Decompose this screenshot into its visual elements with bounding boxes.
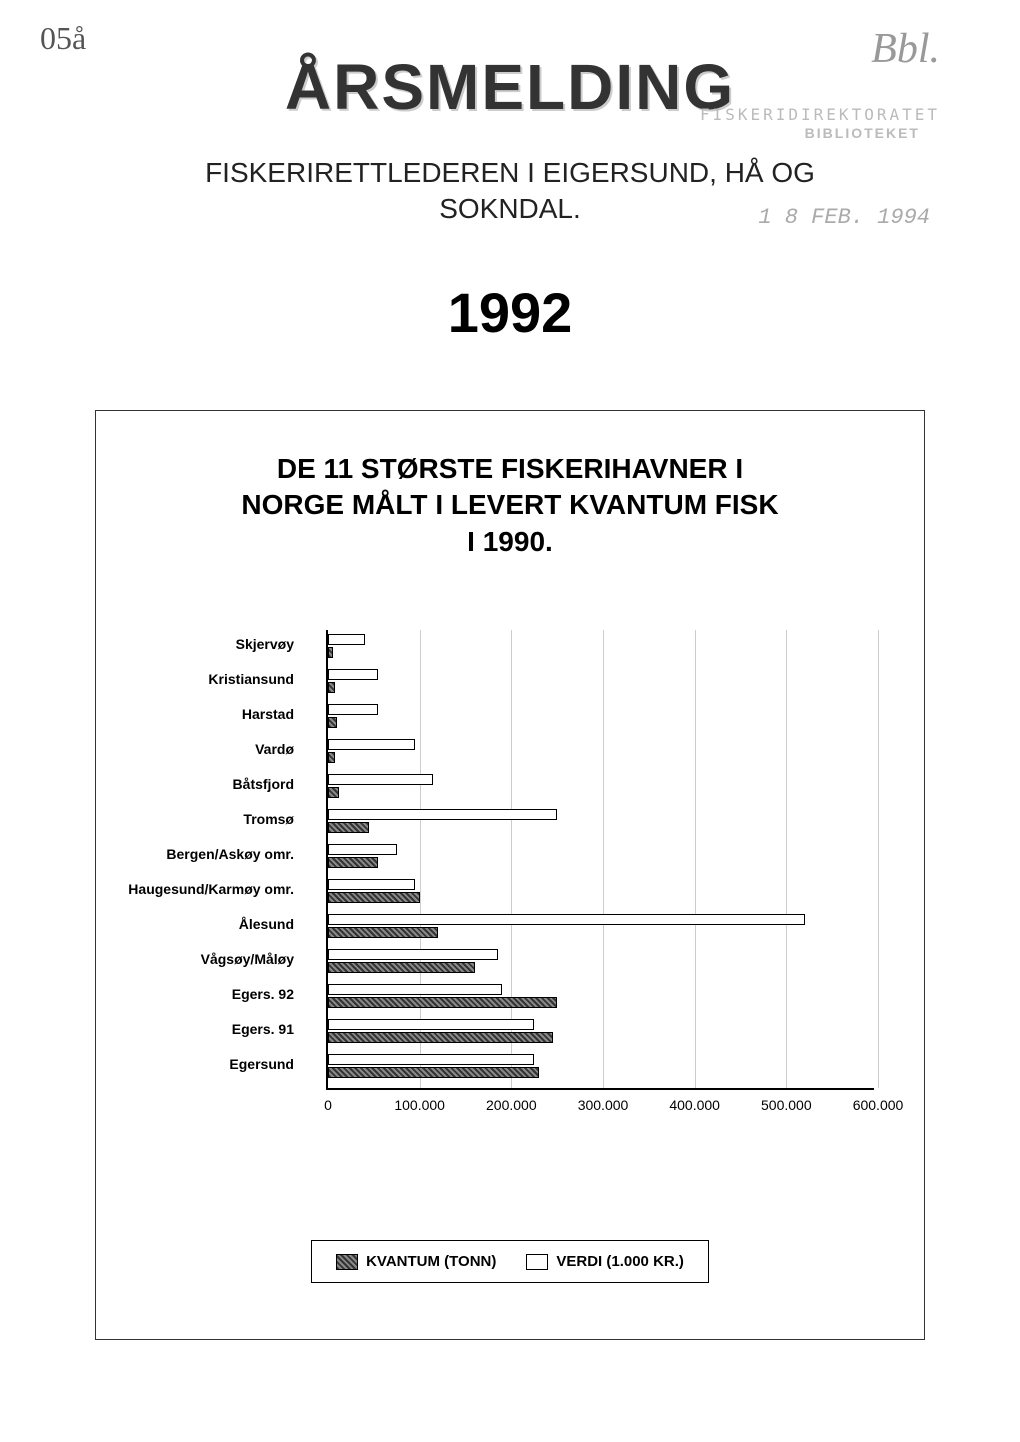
chart-title-line2: NORGE MÅLT I LEVERT KVANTUM FISK (241, 489, 778, 520)
stamp-direktoratet: FISKERIDIREKTORATET (700, 105, 940, 124)
stamp-biblioteket: BIBLIOTEKET (805, 125, 920, 141)
bar-kvantum (328, 752, 335, 763)
bar-row (328, 1052, 539, 1080)
bar-verdi (328, 914, 805, 925)
gridline (695, 630, 696, 1088)
date-stamp: 1 8 FEB. 1994 (758, 205, 930, 230)
bar-verdi (328, 949, 498, 960)
bar-row (328, 982, 557, 1010)
y-axis-label: Skjervøy (94, 636, 294, 652)
bar-row (328, 842, 397, 870)
bar-verdi (328, 1019, 534, 1030)
bar-verdi (328, 669, 378, 680)
chart-title-line3: I 1990. (467, 526, 553, 557)
legend-item-verdi: VERDI (1.000 KR.) (526, 1253, 684, 1270)
bar-row (328, 632, 365, 660)
bar-verdi (328, 704, 378, 715)
y-axis-label: Ålesund (94, 916, 294, 932)
chart-area: 0100.000200.000300.000400.000500.000600.… (126, 630, 894, 1150)
x-axis-label: 400.000 (669, 1097, 720, 1113)
bar-row (328, 772, 433, 800)
bar-row (328, 912, 805, 940)
bar-kvantum (328, 647, 333, 658)
subtitle-line1: FISKERIRETTLEDEREN I EIGERSUND, HÅ OG (205, 157, 815, 188)
x-axis-label: 200.000 (486, 1097, 537, 1113)
bar-kvantum (328, 787, 339, 798)
x-axis-label: 500.000 (761, 1097, 812, 1113)
legend-swatch-verdi (526, 1254, 548, 1270)
y-axis-label: Vardø (94, 741, 294, 757)
bar-row (328, 737, 415, 765)
bar-row (328, 807, 557, 835)
y-axis-label: Kristiansund (94, 671, 294, 687)
y-axis-label: Tromsø (94, 811, 294, 827)
bar-kvantum (328, 717, 337, 728)
chart-legend: KVANTUM (TONN) VERDI (1.000 KR.) (311, 1240, 709, 1283)
y-axis-label: Egersund (94, 1056, 294, 1072)
chart-title: DE 11 STØRSTE FISKERIHAVNER I NORGE MÅLT… (126, 451, 894, 560)
handwritten-annotation-topleft: 05å (40, 20, 86, 57)
y-axis-label: Bergen/Askøy omr. (94, 846, 294, 862)
x-axis-label: 300.000 (578, 1097, 629, 1113)
chart-plot: 0100.000200.000300.000400.000500.000600.… (326, 630, 874, 1090)
bar-verdi (328, 879, 415, 890)
y-axis-label: Haugesund/Karmøy omr. (94, 881, 294, 897)
bar-kvantum (328, 857, 378, 868)
y-axis-label: Egers. 91 (94, 1021, 294, 1037)
x-axis-label: 0 (324, 1097, 332, 1113)
y-axis-label: Båtsfjord (94, 776, 294, 792)
bar-kvantum (328, 962, 475, 973)
bar-verdi (328, 739, 415, 750)
year-heading: 1992 (448, 280, 573, 345)
bar-verdi (328, 774, 433, 785)
bar-kvantum (328, 892, 420, 903)
x-axis-label: 100.000 (394, 1097, 445, 1113)
bar-row (328, 877, 420, 905)
bar-kvantum (328, 822, 369, 833)
bar-verdi (328, 634, 365, 645)
x-axis-label: 600.000 (853, 1097, 904, 1113)
bar-row (328, 667, 378, 695)
legend-swatch-kvantum (336, 1254, 358, 1270)
chart-title-line1: DE 11 STØRSTE FISKERIHAVNER I (277, 453, 743, 484)
legend-item-kvantum: KVANTUM (TONN) (336, 1253, 496, 1270)
gridline (878, 630, 879, 1088)
chart-container: DE 11 STØRSTE FISKERIHAVNER I NORGE MÅLT… (95, 410, 925, 1340)
bar-row (328, 702, 378, 730)
bar-row (328, 947, 498, 975)
main-title: ÅRSMELDING (285, 50, 735, 124)
bar-verdi (328, 984, 502, 995)
subtitle-line2: SOKNDAL. (439, 193, 581, 224)
bar-row (328, 1017, 553, 1045)
legend-label-kvantum: KVANTUM (TONN) (366, 1253, 496, 1270)
bar-kvantum (328, 1067, 539, 1078)
bar-kvantum (328, 997, 557, 1008)
bar-verdi (328, 1054, 534, 1065)
bar-kvantum (328, 682, 335, 693)
y-axis-label: Harstad (94, 706, 294, 722)
bar-verdi (328, 809, 557, 820)
legend-label-verdi: VERDI (1.000 KR.) (556, 1253, 684, 1270)
handwritten-annotation-topright: Bbl. (871, 25, 940, 73)
bar-kvantum (328, 1032, 553, 1043)
bar-kvantum (328, 927, 438, 938)
y-axis-label: Vågsøy/Måløy (94, 951, 294, 967)
y-axis-label: Egers. 92 (94, 986, 294, 1002)
bar-verdi (328, 844, 397, 855)
gridline (786, 630, 787, 1088)
gridline (603, 630, 604, 1088)
